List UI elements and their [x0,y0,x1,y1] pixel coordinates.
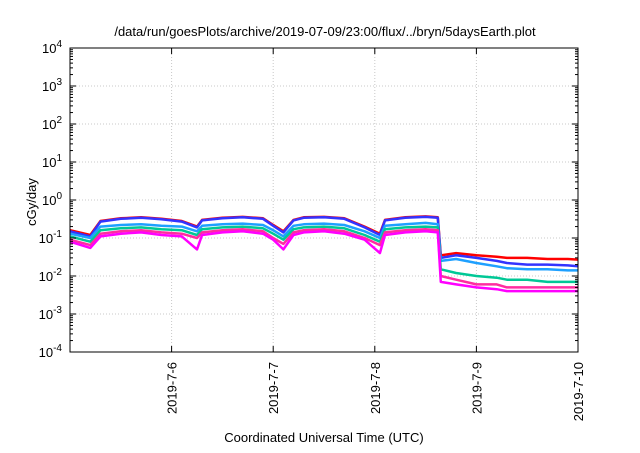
series-line [69,230,578,293]
gridlines [70,48,578,352]
y-tick-label: 104 [42,39,62,56]
x-tick-label: 2019-7-7 [266,362,281,414]
x-tick-label: 2019-7-10 [571,362,586,421]
y-tick-exponent: -3 [53,305,62,316]
y-tick-exponent: 2 [56,115,62,126]
series-line [69,221,578,272]
y-tick-label: 101 [42,153,62,170]
y-tick-exponent: -4 [53,343,62,354]
y-tick-exponent: -2 [53,267,62,278]
series-line [69,225,578,284]
y-tick-label: 103 [42,77,62,94]
y-tick-label: 10-1 [39,229,63,246]
series-line [69,215,579,268]
series-lines [69,215,579,293]
chart-title: /data/run/goesPlots/archive/2019-07-09/2… [114,24,536,39]
y-tick-label: 10-2 [39,267,63,284]
series-line [69,227,578,289]
y-tick-exponent: -1 [53,229,62,240]
y-tick-label: 102 [42,115,62,132]
y-tick-label: 10-3 [39,305,63,322]
y-tick-exponent: 4 [56,39,62,50]
x-tick-label: 2019-7-6 [165,362,180,414]
y-tick-label: 100 [42,191,62,208]
y-axis-label: cGy/day [24,178,39,226]
x-axis-label: Coordinated Universal Time (UTC) [224,430,423,445]
plot-frame [69,47,579,353]
y-tick-exponent: 3 [56,77,62,88]
y-tick-label: 10-4 [39,343,63,360]
x-tick-label: 2019-7-8 [368,362,383,414]
x-tick-label: 2019-7-9 [469,362,484,414]
y-tick-exponent: 0 [56,191,62,202]
y-tick-exponent: 1 [56,153,62,164]
